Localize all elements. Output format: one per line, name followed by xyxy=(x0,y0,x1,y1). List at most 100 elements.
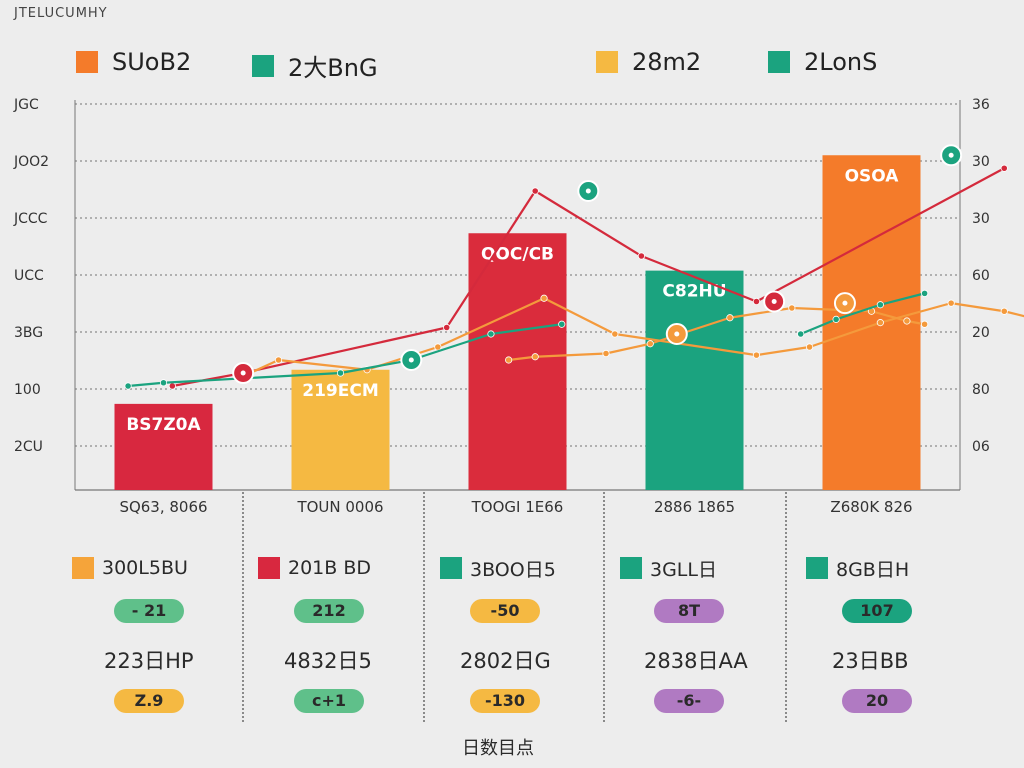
series-point xyxy=(726,314,734,322)
data-marker-dot xyxy=(842,300,848,306)
series-point xyxy=(920,289,929,297)
legend-label: 2大BnG xyxy=(288,54,378,82)
series-point xyxy=(336,369,345,377)
series-line xyxy=(800,292,925,336)
panel-divider xyxy=(785,492,787,722)
series-point xyxy=(788,304,796,312)
legend-item: 2大BnG xyxy=(252,48,378,83)
legend-label: SUoB2 xyxy=(112,48,192,76)
x-tick-label: Z680K 826 xyxy=(830,498,912,516)
change-badge: -50 xyxy=(470,599,540,623)
bar-label: OSOA xyxy=(845,166,900,186)
series-point xyxy=(797,330,805,338)
series-point xyxy=(168,382,176,390)
category-panel: 3BOO日5 -50 2802日G -130 xyxy=(440,555,610,713)
data-marker-dot xyxy=(674,331,680,337)
bar xyxy=(645,270,744,490)
panel-header: 3BOO日5 xyxy=(440,555,610,581)
y-tick-label-right: 30 xyxy=(972,211,990,227)
panel-header: 300L5BU xyxy=(72,555,242,581)
panel-value: 2802日G xyxy=(460,649,551,673)
series-point xyxy=(487,330,495,338)
panel-value: 23日BB xyxy=(832,649,909,673)
data-marker-dot xyxy=(771,299,777,304)
change-badge: -130 xyxy=(470,689,540,713)
series-point xyxy=(805,343,814,351)
series-point xyxy=(558,320,566,328)
series-point xyxy=(274,356,283,364)
bar-label: BS7Z0A xyxy=(126,415,201,435)
y-tick-label-left: JCCC xyxy=(13,211,48,227)
x-tick-label: 2886 1865 xyxy=(654,498,735,516)
panel-swatch xyxy=(620,557,642,579)
change-badge: - 21 xyxy=(114,599,184,623)
bar-label: 219ECM xyxy=(302,381,379,401)
panel-title: 3BOO日5 xyxy=(470,558,556,581)
series-point xyxy=(531,187,539,195)
panel-value: 2838日AA xyxy=(644,649,748,673)
legend-item: 28m2 xyxy=(596,48,701,76)
change-badge: 20 xyxy=(842,689,912,713)
panel-header: 3GLL日 xyxy=(620,555,790,581)
panel-title: 3GLL日 xyxy=(650,558,717,581)
category-panel: 300L5BU - 21 223日HP Z.9 xyxy=(72,555,242,713)
series-point xyxy=(434,343,442,351)
category-panel: 201B BD 212 4832日5 c+1 xyxy=(258,555,428,713)
series-line xyxy=(242,297,1024,378)
panel-divider xyxy=(423,492,425,722)
legend-swatch xyxy=(596,51,618,73)
y-tick-label-right: 20 xyxy=(972,325,990,341)
bar xyxy=(114,403,213,490)
panel-header: 201B BD xyxy=(258,555,428,581)
data-marker-dot xyxy=(408,357,414,363)
series-point xyxy=(159,379,168,387)
legend-swatch xyxy=(76,51,98,73)
change-badge: 8T xyxy=(654,599,724,623)
legend-item: SUoB2 xyxy=(76,48,191,76)
series-line xyxy=(127,323,562,388)
legend-label: 28m2 xyxy=(632,48,702,76)
y-tick-label-right: 60 xyxy=(972,268,990,284)
change-badge: Z.9 xyxy=(114,689,184,713)
bar-label: C82HU xyxy=(662,282,726,302)
x-tick-label: SQ63, 8066 xyxy=(119,498,207,516)
legend-swatch xyxy=(768,51,790,73)
bar xyxy=(468,233,567,490)
header-caption: JTELUCUMHY xyxy=(14,6,108,21)
y-tick-label-left: 100 xyxy=(14,382,41,398)
series-point xyxy=(124,382,132,390)
legend-item: 2LonS xyxy=(768,48,877,76)
data-marker-dot xyxy=(948,152,954,158)
series-point xyxy=(531,353,539,361)
y-tick-label-right: 30 xyxy=(972,154,990,170)
change-badge: c+1 xyxy=(294,689,364,713)
change-badge: 107 xyxy=(842,599,912,623)
panel-swatch xyxy=(806,557,828,579)
y-tick-label-left: JOO2 xyxy=(13,154,49,170)
series-point xyxy=(637,252,646,260)
bar xyxy=(291,369,390,490)
y-tick-label-right: 36 xyxy=(972,97,990,113)
category-panel: 3GLL日 8T 2838日AA -6- xyxy=(620,555,790,713)
y-tick-label-left: 3BG xyxy=(14,325,43,341)
panel-swatch xyxy=(72,557,94,579)
series-point xyxy=(611,330,619,338)
x-tick-label: TOOGI 1E66 xyxy=(471,498,564,516)
panel-value: 223日HP xyxy=(104,649,194,673)
series-point xyxy=(876,301,884,309)
y-tick-label-left: JGC xyxy=(13,97,39,113)
x-tick-label: TOUN 0006 xyxy=(296,498,383,516)
footer-title: 日数目点 xyxy=(462,738,534,759)
legend-label: 2LonS xyxy=(804,48,878,76)
bar-label: QOC/CB xyxy=(481,244,554,264)
series-point xyxy=(602,349,610,358)
data-marker-dot xyxy=(585,188,591,194)
panel-divider xyxy=(242,492,244,722)
change-badge: 212 xyxy=(294,599,364,623)
series-point xyxy=(832,315,840,323)
series-point xyxy=(920,320,929,328)
panel-title: 8GB日H xyxy=(836,558,910,581)
panel-swatch xyxy=(440,557,462,579)
series-point xyxy=(443,323,451,332)
series-point xyxy=(876,319,884,327)
